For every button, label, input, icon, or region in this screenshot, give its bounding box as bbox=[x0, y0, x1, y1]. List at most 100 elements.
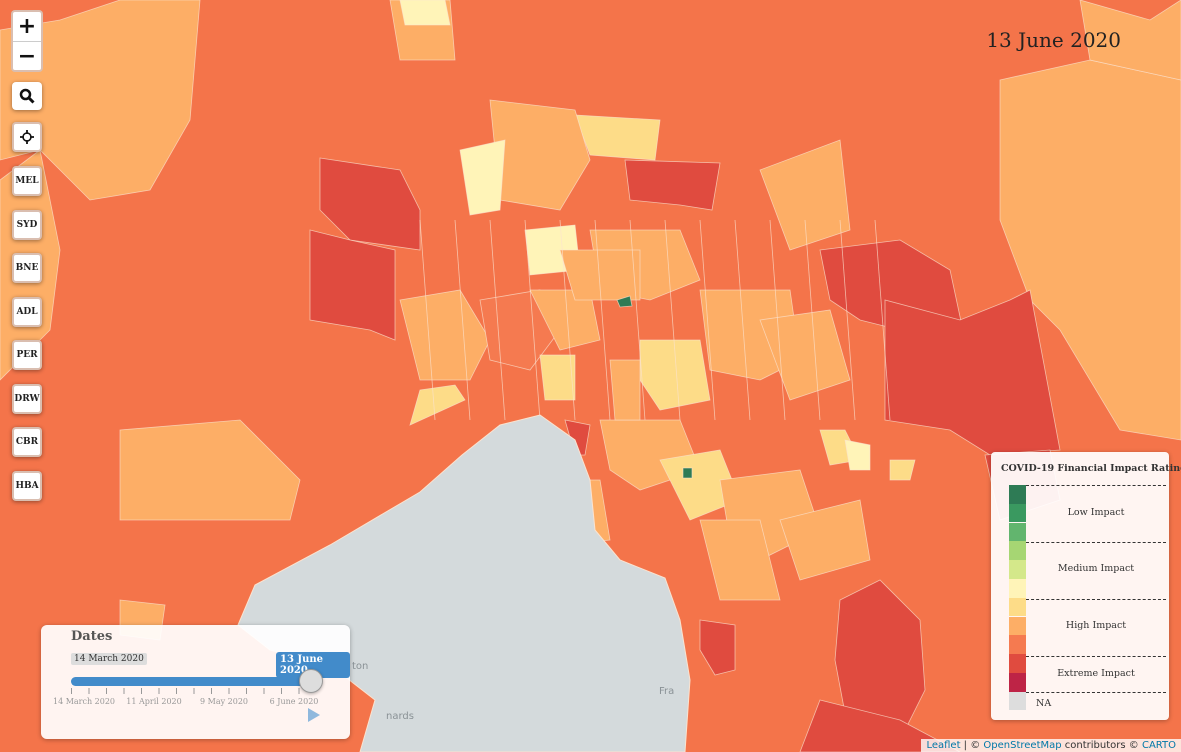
region-polygon[interactable] bbox=[779, 499, 871, 581]
legend-swatch bbox=[1009, 560, 1026, 579]
leaflet-link[interactable]: Leaflet bbox=[926, 740, 961, 751]
region-polygon[interactable] bbox=[682, 467, 693, 479]
region-boundary bbox=[699, 219, 716, 421]
legend-swatch bbox=[1009, 541, 1026, 560]
region-polygon[interactable] bbox=[616, 295, 633, 308]
search-icon bbox=[19, 88, 35, 104]
legend: COVID-19 Financial Impact Rating Low Imp… bbox=[991, 452, 1181, 720]
legend-divider bbox=[1026, 656, 1166, 657]
region-polygon[interactable] bbox=[399, 0, 451, 26]
region-polygon[interactable] bbox=[1079, 0, 1181, 81]
legend-label-high: High Impact bbox=[1065, 620, 1127, 631]
legend-label-extreme: Extreme Impact bbox=[1057, 668, 1135, 679]
region-polygon[interactable] bbox=[539, 354, 576, 401]
region-polygon[interactable] bbox=[489, 99, 591, 211]
slider-tick-label: 14 March 2020 bbox=[52, 697, 116, 706]
port-phillip-bay bbox=[237, 414, 691, 752]
region-polygon[interactable] bbox=[699, 619, 736, 676]
slider-tick-label: 11 April 2020 bbox=[126, 697, 182, 706]
slider-tick-label: 9 May 2020 bbox=[199, 697, 249, 706]
date-slider-panel: Dates 14 March 2020 13 June 2020 14 Marc… bbox=[41, 625, 350, 739]
legend-swatch bbox=[1009, 503, 1026, 523]
slider-ticks bbox=[71, 688, 311, 694]
region-polygon[interactable] bbox=[834, 579, 926, 741]
attribution-text: contributors © bbox=[1061, 740, 1142, 751]
region-boundary bbox=[629, 219, 646, 421]
slider-handle[interactable] bbox=[299, 669, 323, 693]
play-icon[interactable] bbox=[308, 708, 320, 722]
current-date-title: 13 June 2020 bbox=[986, 28, 1121, 52]
region-polygon[interactable] bbox=[574, 114, 661, 161]
slider-track[interactable] bbox=[71, 677, 311, 686]
city-button-adl[interactable]: ADL bbox=[12, 296, 42, 327]
region-boundary bbox=[419, 219, 436, 421]
search-button[interactable] bbox=[12, 82, 42, 110]
legend-label-medium: Medium Impact bbox=[1057, 563, 1135, 574]
legend-swatch bbox=[1009, 654, 1026, 673]
region-polygon[interactable] bbox=[844, 439, 871, 471]
zoom-out-button[interactable]: − bbox=[17, 44, 37, 69]
slider-title: Dates bbox=[71, 629, 113, 644]
legend-swatch-na bbox=[1009, 692, 1026, 710]
crosshair-icon bbox=[20, 130, 34, 144]
region-polygon[interactable] bbox=[699, 519, 781, 601]
city-button-cbr[interactable]: CBR bbox=[12, 427, 42, 457]
region-polygon[interactable] bbox=[759, 309, 851, 401]
region-boundary bbox=[839, 219, 856, 421]
zoom-control: + − bbox=[11, 10, 43, 72]
legend-swatch bbox=[1009, 616, 1026, 636]
city-button-mel[interactable]: MEL bbox=[12, 166, 42, 196]
region-boundary bbox=[594, 219, 611, 421]
city-button-per[interactable]: PER bbox=[12, 340, 42, 370]
zoom-in-button[interactable]: + bbox=[13, 12, 41, 42]
region-polygon[interactable] bbox=[624, 159, 721, 211]
region-polygon[interactable] bbox=[529, 289, 601, 351]
region-boundary bbox=[804, 219, 821, 421]
attribution-text: | © bbox=[960, 740, 984, 751]
locate-button[interactable] bbox=[12, 122, 42, 152]
region-polygon[interactable] bbox=[799, 699, 961, 752]
carto-link[interactable]: CARTO bbox=[1141, 740, 1176, 751]
region-polygon[interactable] bbox=[759, 139, 851, 251]
region-boundary bbox=[559, 219, 576, 421]
region-polygon[interactable] bbox=[399, 289, 491, 381]
region-polygon[interactable] bbox=[559, 249, 641, 301]
region-boundary bbox=[874, 219, 891, 421]
region-polygon[interactable] bbox=[459, 139, 506, 216]
city-button-bne[interactable]: BNE bbox=[12, 253, 42, 283]
region-boundary bbox=[769, 219, 786, 421]
region-polygon[interactable] bbox=[609, 359, 641, 421]
region-polygon[interactable] bbox=[319, 157, 421, 251]
legend-swatch bbox=[1009, 579, 1026, 598]
region-boundary bbox=[489, 219, 506, 421]
region-boundary bbox=[734, 219, 751, 421]
legend-divider bbox=[1026, 542, 1166, 543]
region-polygon[interactable] bbox=[119, 419, 301, 521]
attribution: Leaflet | © OpenStreetMap contributors ©… bbox=[921, 739, 1181, 752]
legend-title: COVID-19 Financial Impact Rating bbox=[1001, 463, 1181, 474]
city-button-syd[interactable]: SYD bbox=[12, 209, 42, 240]
legend-divider bbox=[1026, 692, 1166, 693]
region-polygon[interactable] bbox=[309, 229, 396, 341]
region-polygon[interactable] bbox=[409, 384, 466, 426]
region-polygon[interactable] bbox=[0, 0, 201, 201]
region-polygon[interactable] bbox=[889, 459, 916, 481]
legend-swatch bbox=[1009, 485, 1026, 504]
slider-tick-label: 6 June 2020 bbox=[269, 697, 319, 706]
legend-swatch bbox=[1009, 522, 1026, 542]
region-boundary bbox=[524, 219, 541, 421]
legend-divider bbox=[1026, 485, 1166, 486]
region-polygon[interactable] bbox=[884, 289, 1061, 456]
osm-link[interactable]: OpenStreetMap bbox=[983, 740, 1062, 751]
map-label: nards bbox=[386, 711, 414, 722]
legend-swatch bbox=[1009, 673, 1026, 692]
map-label: Fra bbox=[659, 686, 675, 697]
legend-swatch bbox=[1009, 635, 1026, 654]
slider-min-label: 14 March 2020 bbox=[71, 653, 147, 665]
city-button-drw[interactable]: DRW bbox=[12, 383, 42, 414]
legend-label-low: Low Impact bbox=[1067, 507, 1125, 518]
legend-divider bbox=[1026, 599, 1166, 600]
region-boundary bbox=[454, 219, 471, 421]
city-button-hba[interactable]: HBA bbox=[12, 470, 42, 501]
